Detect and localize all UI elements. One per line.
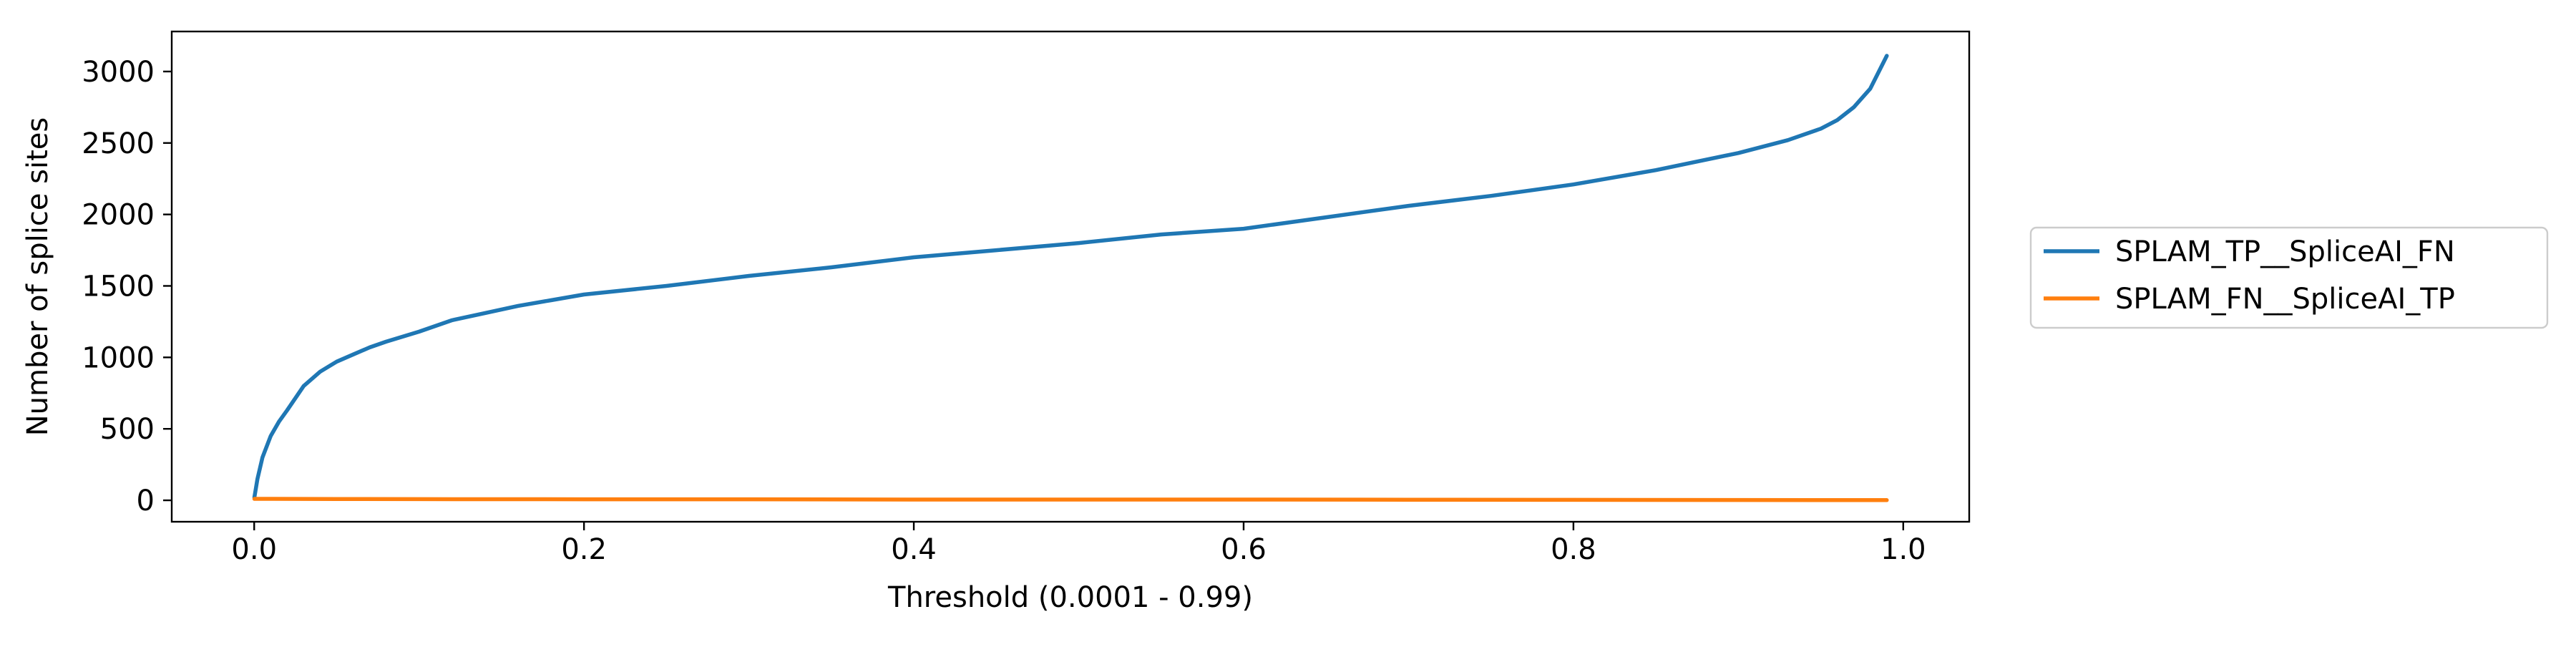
legend: SPLAM_TP__SpliceAI_FN SPLAM_FN__SpliceAI_… — [2029, 226, 2549, 329]
y-tick-label: 0 — [137, 485, 155, 517]
y-tick-label: 500 — [100, 413, 155, 446]
y-tick-label: 1000 — [82, 341, 155, 374]
x-tick-label: 0.4 — [891, 533, 937, 566]
y-tick-label: 3000 — [82, 56, 155, 89]
plot-lines — [252, 54, 1889, 502]
x-axis: 0.0 0.2 0.4 0.6 0.8 1.0 — [231, 522, 1926, 566]
x-axis-label: Threshold (0.0001 - 0.99) — [887, 581, 1253, 614]
series-line-1 — [252, 54, 1889, 500]
x-tick-label: 0.0 — [231, 533, 277, 566]
y-tick-label: 2000 — [82, 199, 155, 232]
plot-frame — [170, 30, 1971, 523]
legend-box — [2029, 226, 2549, 329]
legend-label-2: SPLAM_FN__SpliceAI_TP — [2115, 283, 2455, 316]
legend-label-1: SPLAM_TP__SpliceAI_FN — [2115, 235, 2455, 268]
y-tick-label: 1500 — [82, 270, 155, 303]
y-tick-label: 2500 — [82, 127, 155, 160]
x-tick-label: 1.0 — [1880, 533, 1926, 566]
x-tick-label: 0.2 — [561, 533, 607, 566]
y-axis-label: Number of splice sites — [21, 117, 54, 437]
x-tick-label: 0.8 — [1551, 533, 1596, 566]
x-tick-label: 0.6 — [1221, 533, 1267, 566]
series-line-2 — [252, 497, 1889, 502]
y-axis: 0 500 1000 1500 2000 2500 3000 — [82, 56, 172, 517]
